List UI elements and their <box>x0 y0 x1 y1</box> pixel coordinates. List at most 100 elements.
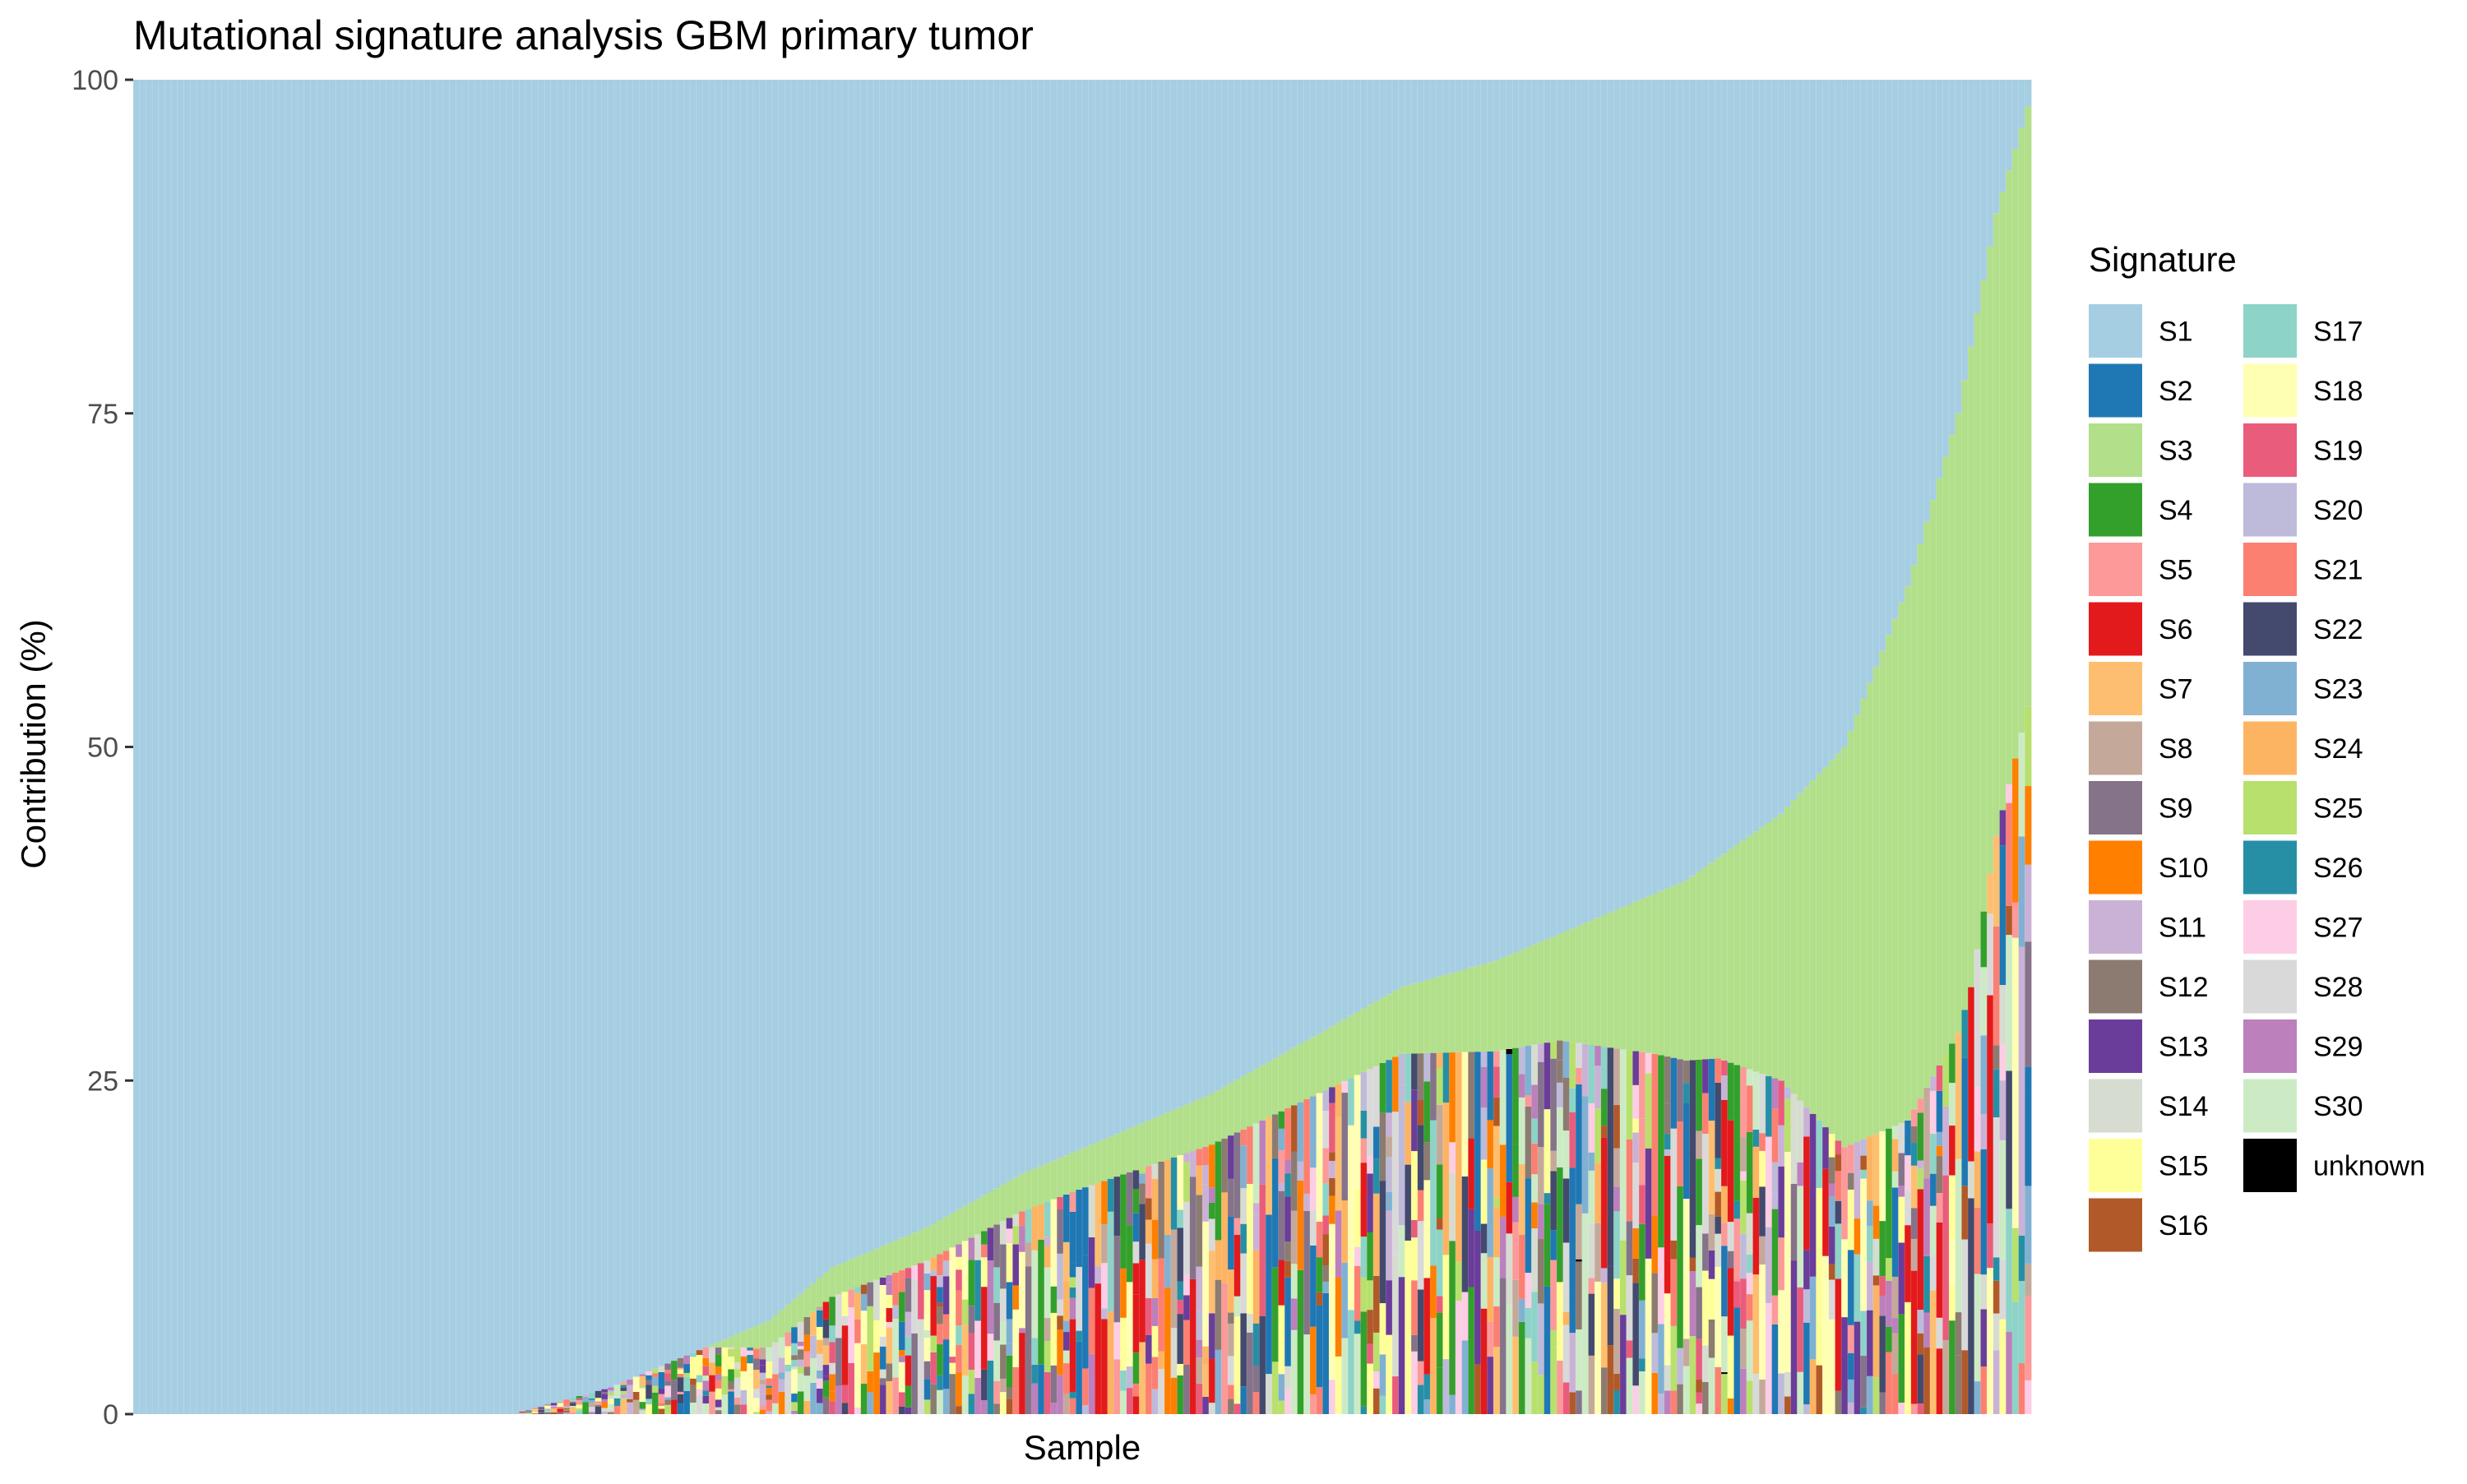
bar-segment-s26 <box>1911 1143 1918 1166</box>
bar-segment-s21 <box>1715 1058 1721 1083</box>
bar-segment-s1 <box>715 80 722 1342</box>
bar-segment-s1 <box>291 80 298 1414</box>
bar-segment-s3 <box>1456 971 1462 1052</box>
bar-segment-s2 <box>1322 1293 1329 1414</box>
bar-segment-s4 <box>1127 1225 1133 1282</box>
bar-segment-s1 <box>1025 80 1032 1172</box>
bar-segment-s9 <box>1576 1390 1582 1414</box>
bar-segment-s9 <box>880 1378 886 1385</box>
bar-segment-s3 <box>981 1195 988 1232</box>
bar-segment-s6 <box>1937 1348 1943 1414</box>
legend-label-s30: S30 <box>2313 1091 2363 1122</box>
bar-segment-s3 <box>1127 1129 1133 1172</box>
legend-label-s14: S14 <box>2159 1091 2209 1122</box>
bar-segment-s6 <box>1601 1138 1608 1269</box>
bar-segment-s2 <box>1070 1264 1076 1278</box>
bar-segment-s15 <box>1816 1188 1822 1366</box>
bar-segment-s9 <box>1341 1093 1348 1200</box>
bar-segment-s25 <box>1538 1375 1544 1414</box>
bar-segment-s23 <box>817 1403 823 1415</box>
bar-segment-s25 <box>1627 1050 1633 1139</box>
bar-segment-s28 <box>772 1343 779 1375</box>
bar-segment-s1 <box>1215 80 1222 1090</box>
bar-segment-s23 <box>1525 1046 1532 1095</box>
bar-segment-s15 <box>1898 1197 1905 1243</box>
bar-segment-s26 <box>589 1398 595 1400</box>
bar-segment-s18 <box>1348 1126 1354 1311</box>
bar-segment-s23 <box>1848 1380 1854 1403</box>
bar-segment-s18 <box>557 1403 563 1407</box>
bar-segment-s21 <box>766 1378 772 1385</box>
bar-segment-s12 <box>715 1410 722 1414</box>
bar-segment-s6 <box>1721 1100 1728 1186</box>
bar-segment-s23 <box>779 1372 785 1379</box>
bar-segment-s18 <box>1354 1075 1361 1189</box>
bar-segment-s12 <box>1829 1158 1835 1184</box>
bar-segment-s29 <box>1291 1298 1298 1329</box>
bar-segment-s13 <box>1089 1237 1095 1288</box>
bar-segment-s11 <box>620 1394 627 1398</box>
bar-segment-s25 <box>557 1401 563 1402</box>
bar-segment-s1 <box>1702 80 1709 867</box>
bar-segment-s3 <box>861 1254 868 1284</box>
bar-segment-s11 <box>779 1357 785 1372</box>
legend-label-s21: S21 <box>2313 555 2363 586</box>
bar-segment-s14 <box>873 1280 880 1320</box>
bar-segment-s17 <box>1430 1121 1437 1198</box>
bar-segment-s9 <box>911 1334 918 1414</box>
bar-segment-s13 <box>1898 1243 1905 1315</box>
bar-segment-s30 <box>1031 1251 1038 1338</box>
bar-segment-s8 <box>1025 1243 1032 1267</box>
bar-segment-s3 <box>760 1324 766 1348</box>
bar-segment-s13 <box>2000 810 2006 845</box>
bar-segment-s13 <box>1867 1311 1873 1376</box>
bar-segment-s1 <box>437 80 443 1414</box>
bar-segment-s1 <box>469 80 475 1414</box>
bar-segment-s1 <box>494 80 501 1414</box>
bar-segment-s9 <box>905 1278 912 1311</box>
bar-segment-s19 <box>1733 1281 1740 1307</box>
bar-segment-s6 <box>1019 1333 1025 1414</box>
bar-segment-s1 <box>1354 80 1361 1012</box>
bar-segment-s1 <box>760 80 766 1324</box>
bar-segment-s28 <box>2000 1260 2006 1320</box>
bar-segment-s6 <box>1728 1268 1734 1335</box>
bar-segment-s15 <box>659 1406 665 1408</box>
bar-segment-s23 <box>1867 1200 1873 1226</box>
legend-swatch-s2 <box>2089 364 2142 418</box>
bar-segment-s25 <box>1456 1262 1462 1301</box>
bar-segment-s26 <box>1544 1193 1551 1204</box>
bar-segment-s11 <box>582 1394 589 1397</box>
bar-segment-s14 <box>1531 1228 1538 1292</box>
bar-segment-s3 <box>1519 950 1525 1047</box>
bar-segment-s28 <box>835 1294 842 1338</box>
bar-segment-s13 <box>1709 1251 1715 1279</box>
bar-segment-s1 <box>1373 80 1380 1001</box>
legend-label-s5: S5 <box>2159 555 2193 586</box>
bar-segment-s5 <box>785 1332 791 1346</box>
bar-segment-s27 <box>817 1379 823 1389</box>
bar-segment-s21 <box>1670 1390 1677 1414</box>
bar-segment-s9 <box>867 1283 873 1306</box>
bar-segment-s30 <box>1892 1172 1899 1188</box>
bar-segment-s19 <box>1437 1296 1443 1313</box>
bar-segment-s18 <box>639 1389 646 1402</box>
bar-segment-s3 <box>1595 918 1601 1046</box>
bar-segment-s25 <box>798 1367 804 1374</box>
bar-segment-s15 <box>2000 1320 2006 1414</box>
legend-swatch-s28 <box>2243 960 2297 1014</box>
bar-segment-s12 <box>1651 1273 1658 1333</box>
legend-label-s11: S11 <box>2159 913 2206 944</box>
bar-segment-s3 <box>1791 800 1798 1093</box>
bar-segment-s2 <box>1576 1084 1582 1204</box>
bar-segment-s11 <box>798 1360 804 1367</box>
bar-segment-s18 <box>1759 1264 1766 1380</box>
bar-segment-s5 <box>734 1398 741 1405</box>
bar-segment-s29 <box>988 1260 994 1334</box>
bar-segment-s1 <box>918 80 924 1230</box>
legend-label-s2: S2 <box>2159 376 2193 407</box>
bar-segment-s24 <box>753 1348 760 1349</box>
bar-segment-s24 <box>678 1368 684 1370</box>
bar-segment-s1 <box>1601 80 1608 915</box>
bar-segment-s26 <box>1715 1158 1721 1169</box>
